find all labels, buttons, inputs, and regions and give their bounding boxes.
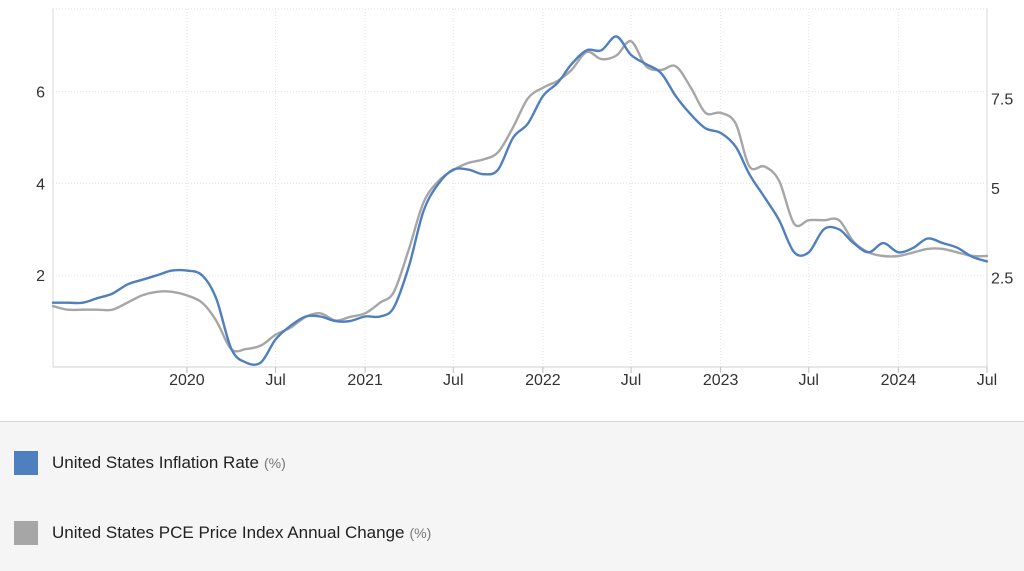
y-left-tick-label: 4 [36,176,45,193]
x-tick-label: Jul [265,372,285,389]
line-chart: 2020 Jul 2021 Jul 2022 Jul 2023 Jul 2024 Jul 246 … [36,8,1013,389]
legend: United States Inflation Rate (%) United … [0,421,1024,571]
legend-unit-pce-index: (%) [409,525,432,541]
axes [52,9,988,373]
y-left-tick-label: 2 [36,268,45,285]
legend-item-inflation-rate[interactable]: United States Inflation Rate (%) [14,451,286,475]
right-y-tick-labels: 2.5 5 7.5 [991,92,1013,288]
y-right-tick-label: 7.5 [991,92,1013,109]
left-y-tick-labels: 2 4 6 [36,85,45,286]
x-tick-label: 2022 [525,372,561,389]
x-tick-label: Jul [621,372,641,389]
series-lines [51,35,989,366]
x-tick-label: 2024 [881,372,917,389]
legend-item-pce-index[interactable]: United States PCE Price Index Annual Cha… [14,521,431,545]
y-right-tick-label: 2.5 [991,271,1013,288]
legend-label-inflation-rate: United States Inflation Rate [52,453,259,472]
y-right-tick-label: 5 [991,181,1000,198]
grid-lines [53,8,988,367]
legend-label-pce-index: United States PCE Price Index Annual Cha… [52,523,405,542]
y-left-tick-label: 6 [36,85,45,102]
legend-swatch-inflation-rate [14,451,38,475]
x-tick-label: Jul [799,372,819,389]
x-tick-label: Jul [443,372,463,389]
x-tick-label: 2021 [347,372,383,389]
x-tick-label: Jul [977,372,997,389]
x-tick-labels: 2020 Jul 2021 Jul 2022 Jul 2023 Jul 2024 Jul [169,372,997,389]
x-tick-label: 2023 [703,372,739,389]
series-line-pce-index [51,39,989,353]
legend-swatch-pce-index [14,521,38,545]
series-line-inflation-rate [51,35,989,366]
x-tick-label: 2020 [169,372,205,389]
legend-unit-inflation-rate: (%) [263,455,286,471]
